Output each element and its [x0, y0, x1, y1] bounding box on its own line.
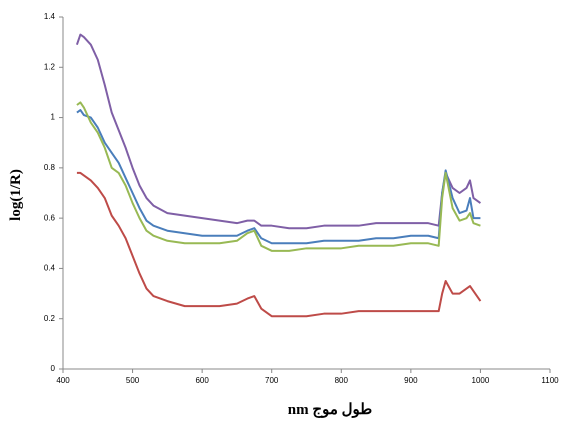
y-tick-label: 0.6 — [44, 213, 56, 222]
x-tick-label: 1000 — [472, 376, 490, 385]
y-tick-label: 0.8 — [44, 163, 56, 172]
y-tick-label: 0.4 — [44, 264, 56, 273]
y-tick-label: 0.2 — [44, 314, 56, 323]
line-series — [76, 101, 481, 252]
x-tick-label: 700 — [265, 376, 279, 385]
line-series — [76, 171, 482, 318]
x-tick-label: 800 — [335, 376, 349, 385]
y-tick-label: 1.2 — [44, 62, 56, 71]
y-tick-label: 1.4 — [44, 12, 56, 21]
y-tick-label: 0 — [51, 364, 56, 373]
y-tick-label: 1 — [51, 113, 56, 122]
x-tick-label: 600 — [195, 376, 209, 385]
x-tick-label: 400 — [56, 376, 70, 385]
x-tick-label: 1100 — [541, 376, 559, 385]
x-tick-label: 500 — [126, 376, 140, 385]
y-axis-title: log(1/R) — [8, 169, 24, 221]
line-series — [75, 33, 482, 230]
x-axis-title: nm طول موج — [288, 402, 372, 418]
x-tick-label: 900 — [404, 376, 418, 385]
